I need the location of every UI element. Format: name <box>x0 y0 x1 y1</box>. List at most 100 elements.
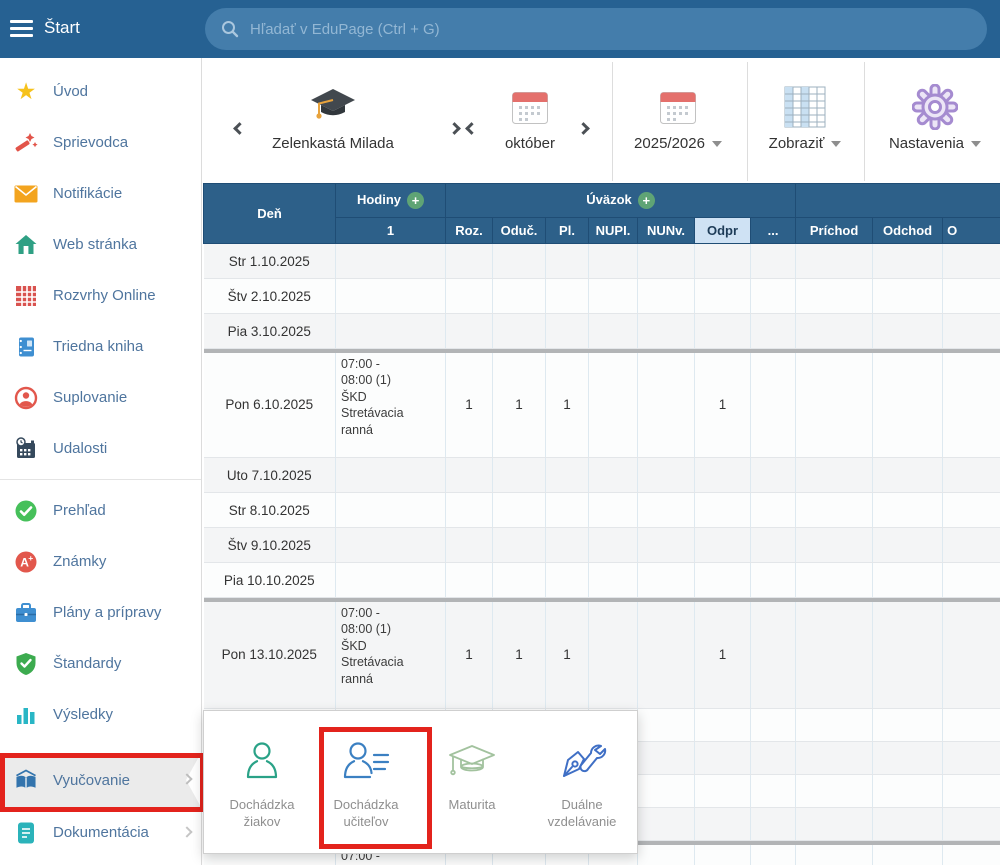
table-row[interactable]: Str 1.10.2025 <box>203 243 1000 279</box>
grade-a-icon: A + <box>13 549 39 575</box>
top-bar: Štart <box>0 0 1000 58</box>
table-row[interactable]: Pia 10.10.2025 <box>203 562 1000 598</box>
open-book-icon <box>13 767 39 793</box>
start-menu-label[interactable]: Štart <box>44 18 80 37</box>
col-header-roz: Roz. <box>445 217 493 244</box>
settings-menu-button[interactable]: Nastavenia <box>879 68 991 152</box>
sidebar-item-uvod[interactable]: ★ Úvod <box>0 66 201 117</box>
week-separator <box>203 597 1000 602</box>
group-header-hodiny: Hodiny + <box>335 183 446 218</box>
magic-wand-icon <box>13 130 39 156</box>
col-header-odpr-selected[interactable]: Odpr <box>694 217 751 244</box>
prev-month-button[interactable] <box>463 116 480 142</box>
toolbar-separator <box>612 62 613 181</box>
search-icon <box>222 21 239 38</box>
table-row[interactable]: Štv 9.10.2025 <box>203 527 1000 563</box>
caret-down-icon <box>831 141 842 148</box>
sidebar-item-suplovanie[interactable]: Suplovanie <box>0 372 201 423</box>
table-row[interactable]: Str 8.10.2025 <box>203 492 1000 528</box>
highlight-box-dochadzka-ucitelov <box>319 727 432 849</box>
month-selector[interactable]: október <box>487 68 573 152</box>
svg-text:+: + <box>28 553 33 563</box>
sidebar-item-vysledky[interactable]: Výsledky <box>0 689 201 740</box>
table-view-icon <box>759 68 851 130</box>
svg-text:A: A <box>20 555 29 569</box>
col-header-1: 1 <box>335 217 446 244</box>
sidebar-item-standardy[interactable]: Štandardy <box>0 638 201 689</box>
col-header-odchod: Odchod <box>872 217 944 244</box>
menu-item-maturita[interactable]: Maturita <box>424 733 520 814</box>
col-header-prichod: Príchod <box>795 217 874 244</box>
group-header-other <box>795 183 1000 218</box>
prev-person-button[interactable] <box>231 116 248 142</box>
table-row[interactable]: Štv 2.10.2025 <box>203 278 1000 314</box>
substitute-person-icon <box>13 385 39 411</box>
timetable-grid-icon <box>13 283 39 309</box>
col-header-oduc: Oduč. <box>492 217 546 244</box>
shield-check-icon <box>13 651 39 677</box>
attendance-table: Deň Hodiny + Úväzok + 1 Roz. Oduč. Pl. NUP… <box>203 183 1000 865</box>
student-attendance-icon <box>212 733 312 789</box>
notebook-icon <box>13 334 39 360</box>
col-header-nunv: NUNv. <box>637 217 695 244</box>
highlight-box-vyucovanie <box>0 753 205 812</box>
document-icon <box>13 820 39 846</box>
col-header-more[interactable]: ... <box>749 217 797 244</box>
sidebar-item-znamky[interactable]: A + Známky <box>0 536 201 587</box>
person-selector[interactable]: Zelenkastá Milada <box>253 68 413 152</box>
menu-item-dualne-vzdelavanie[interactable]: Duálne vzdelávanie <box>530 733 634 830</box>
sidebar-item-dokumentacia[interactable]: Dokumentácia <box>0 807 201 858</box>
col-header-den: Deň <box>203 183 336 244</box>
next-person-button[interactable] <box>446 116 463 142</box>
toolbar-separator <box>747 62 748 181</box>
sidebar-item-plany-a-pripravy[interactable]: Plány a prípravy <box>0 587 201 638</box>
sidebar-item-web-stranka[interactable]: Web stránka <box>0 219 201 270</box>
sidebar-item-triedna-kniha[interactable]: Triedna kniha <box>0 321 201 372</box>
star-icon: ★ <box>15 78 37 104</box>
briefcase-icon <box>13 600 39 626</box>
sidebar-item-prehlad[interactable]: Prehľad <box>0 485 201 536</box>
sidebar-item-notifikacie[interactable]: Notifikácie <box>0 168 201 219</box>
week-separator <box>203 348 1000 353</box>
calendar-icon <box>621 68 735 130</box>
table-row[interactable]: Pon 13.10.2025 07:00 - 08:00 (1) ŠKD Stre… <box>203 601 1000 709</box>
add-uvazok-button[interactable]: + <box>637 192 655 210</box>
table-row[interactable]: Pon 6.10.2025 07:00 - 08:00 (1) ŠKD Stret… <box>203 352 1000 458</box>
graduation-cap-icon <box>253 68 413 130</box>
schoolyear-selector[interactable]: 2025/2026 <box>621 68 735 152</box>
col-header-nupi: NUPI. <box>588 217 638 244</box>
chevron-right-icon <box>181 825 193 838</box>
sidebar-item-sprievodca[interactable]: Sprievodca <box>0 117 201 168</box>
col-header-pl: Pl. <box>545 217 589 244</box>
home-icon <box>13 232 39 258</box>
menu-item-dochadzka-ucitelov[interactable]: Dochádzka učiteľov <box>316 733 416 830</box>
toolbar-separator <box>864 62 865 181</box>
vyucovanie-submenu-popup: Dochádzka žiakov Dochádzka učiteľov <box>203 710 638 854</box>
envelope-icon <box>13 181 39 207</box>
table-row[interactable]: Uto 7.10.2025 <box>203 457 1000 493</box>
global-search[interactable] <box>205 8 987 50</box>
graduation-cap-outline-icon <box>424 733 520 789</box>
group-header-uvazok: Úväzok + <box>444 183 797 218</box>
check-badge-icon <box>13 498 39 524</box>
teacher-attendance-icon <box>316 733 416 789</box>
gear-icon <box>879 68 991 130</box>
main-content: Zelenkastá Milada október <box>203 58 1000 865</box>
hamburger-menu-icon[interactable] <box>10 20 34 41</box>
sidebar-item-rozvrhy-online[interactable]: Rozvrhy Online <box>0 270 201 321</box>
view-menu-button[interactable]: Zobraziť <box>759 68 851 152</box>
table-row[interactable]: Pia 3.10.2025 <box>203 313 1000 349</box>
sidebar-item-vyucovanie[interactable]: Vyučovanie <box>0 753 201 807</box>
sidebar: ★ Úvod Sprievodca Notifikácie <box>0 58 202 865</box>
sidebar-divider <box>0 479 201 480</box>
bar-chart-icon <box>13 702 39 728</box>
col-header-clipped: O <box>942 217 1000 244</box>
calendar-clock-icon <box>13 436 39 462</box>
next-month-button[interactable] <box>575 116 592 142</box>
toolbar: Zelenkastá Milada október <box>203 58 1000 183</box>
menu-item-dochadzka-ziakov[interactable]: Dochádzka žiakov <box>212 733 312 830</box>
sidebar-item-udalosti[interactable]: Udalosti <box>0 423 201 474</box>
add-hodiny-button[interactable]: + <box>407 192 425 210</box>
search-input[interactable] <box>250 20 971 38</box>
